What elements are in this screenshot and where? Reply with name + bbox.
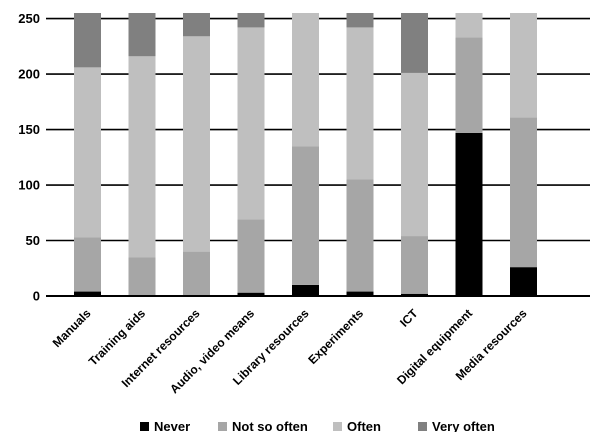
legend-item: Often	[333, 419, 381, 432]
legend: Never Not so often Often Very often	[140, 419, 495, 432]
bar-segment	[74, 13, 101, 68]
bar-segment	[292, 13, 319, 147]
bar-segment	[510, 13, 537, 118]
legend-label: Very often	[432, 419, 495, 432]
bar-segment	[510, 267, 537, 296]
legend-item: Not so often	[218, 419, 308, 432]
bar-segment	[346, 13, 374, 28]
bar-segment	[346, 179, 374, 292]
bar-segment	[455, 132, 483, 296]
bar-segment	[401, 13, 428, 73]
bar-segment	[401, 236, 428, 294]
bar-segment	[237, 292, 265, 296]
bars	[74, 13, 537, 296]
bar-segment	[346, 291, 374, 296]
y-tick-label: 250	[18, 11, 40, 26]
bar-segment	[455, 13, 483, 38]
bar-segment	[401, 293, 428, 296]
legend-label: Often	[347, 419, 381, 432]
bar-segment	[74, 237, 101, 292]
y-tick-label: 100	[18, 178, 40, 193]
legend-swatch	[418, 422, 427, 431]
bar-segment	[401, 72, 428, 237]
bar-segment	[292, 284, 319, 296]
x-category-label: Manuals	[50, 306, 94, 350]
bar-segment	[237, 27, 265, 220]
x-category-label: Experiments	[305, 306, 366, 367]
y-tick-label: 0	[33, 289, 40, 304]
bar-segment	[183, 13, 210, 37]
y-axis-ticks: 0 50 100 150 200 250	[18, 11, 40, 303]
bar-segment	[292, 146, 319, 285]
bar-segment	[455, 37, 483, 133]
bar-segment	[346, 27, 374, 180]
bar-segment	[74, 291, 101, 296]
bar-segment	[183, 36, 210, 252]
legend-label: Never	[154, 419, 190, 432]
bar-segment	[510, 117, 537, 268]
bar-segment	[237, 219, 265, 293]
bar-segment	[128, 56, 156, 258]
y-tick-label: 150	[18, 122, 40, 137]
bar-segment	[237, 13, 265, 28]
legend-label: Not so often	[232, 419, 308, 432]
legend-swatch	[140, 422, 149, 431]
legend-item: Very often	[418, 419, 495, 432]
legend-item: Never	[140, 419, 190, 432]
y-tick-label: 200	[18, 67, 40, 82]
legend-swatch	[333, 422, 342, 431]
bar-segment	[128, 13, 156, 57]
bar-segment	[183, 251, 210, 296]
bar-segment	[74, 67, 101, 238]
y-tick-label: 50	[26, 233, 40, 248]
bar-segment	[128, 257, 156, 296]
x-category-label: ICT	[397, 306, 421, 330]
legend-swatch	[218, 422, 227, 431]
